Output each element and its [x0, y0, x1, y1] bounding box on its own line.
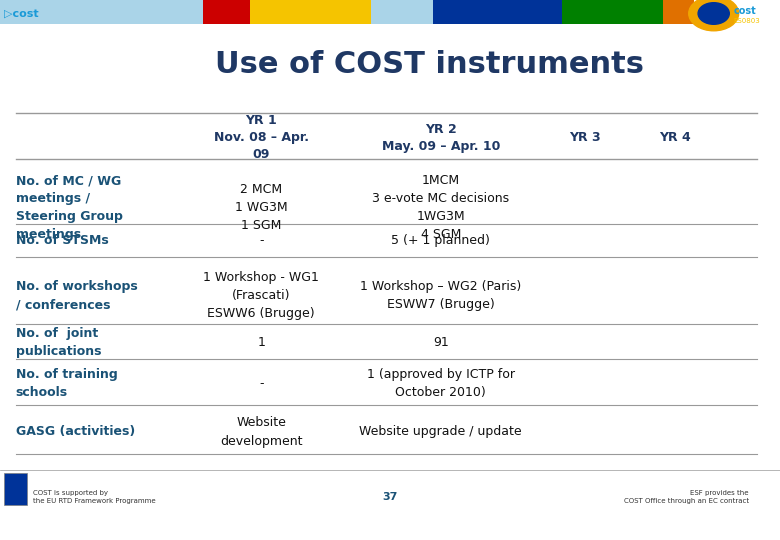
Text: Use of COST instruments: Use of COST instruments: [215, 50, 644, 79]
Text: 2 MCM
1 WG3M
1 SGM: 2 MCM 1 WG3M 1 SGM: [235, 184, 288, 232]
Text: 1 Workshop - WG1
(Frascati)
ESWW6 (Brugge): 1 Workshop - WG1 (Frascati) ESWW6 (Brugg…: [204, 272, 319, 320]
Text: cost: cost: [733, 6, 756, 16]
Text: GASG (activities): GASG (activities): [16, 426, 135, 438]
Text: ESF provides the
COST Office through an EC contract: ESF provides the COST Office through an …: [624, 490, 749, 504]
Text: -: -: [259, 234, 264, 247]
Circle shape: [689, 0, 739, 31]
Bar: [370, 0, 433, 24]
Circle shape: [698, 3, 729, 24]
Text: 91: 91: [433, 336, 448, 349]
Text: No. of training
schools: No. of training schools: [16, 368, 117, 399]
Text: ES0803: ES0803: [733, 17, 760, 24]
Text: No. of STSMs: No. of STSMs: [16, 234, 108, 247]
Text: 1 Workshop – WG2 (Paris)
ESWW7 (Brugge): 1 Workshop – WG2 (Paris) ESWW7 (Brugge): [360, 280, 521, 312]
Text: 1 (approved by ICTP for
October 2010): 1 (approved by ICTP for October 2010): [367, 368, 515, 399]
Text: 5 (+ 1 planned): 5 (+ 1 planned): [392, 234, 490, 247]
Text: YR 1
Nov. 08 – Apr.
09: YR 1 Nov. 08 – Apr. 09: [214, 114, 309, 161]
Text: No. of MC / WG
meetings /
Steering Group
meetings: No. of MC / WG meetings / Steering Group…: [16, 174, 122, 241]
Bar: [562, 0, 663, 24]
Bar: [433, 0, 562, 24]
Text: 1MCM
3 e-vote MC decisions
1WG3M
4 SGM: 1MCM 3 e-vote MC decisions 1WG3M 4 SGM: [372, 174, 509, 241]
Bar: [4, 472, 27, 505]
Bar: [0, 0, 203, 24]
Bar: [203, 0, 250, 24]
Text: No. of  joint
publications: No. of joint publications: [16, 327, 101, 359]
Text: Website upgrade / update: Website upgrade / update: [360, 426, 522, 438]
Text: COST is supported by
the EU RTD Framework Programme: COST is supported by the EU RTD Framewor…: [33, 490, 155, 504]
Text: YR 3: YR 3: [569, 131, 601, 144]
Text: YR 4: YR 4: [659, 131, 690, 144]
Text: No. of workshops
/ conferences: No. of workshops / conferences: [16, 280, 137, 312]
Text: YR 2
May. 09 – Apr. 10: YR 2 May. 09 – Apr. 10: [381, 123, 500, 153]
Text: Website
development: Website development: [220, 416, 303, 448]
Text: ▷cost: ▷cost: [4, 9, 38, 18]
Text: 1: 1: [257, 336, 265, 349]
Text: 37: 37: [382, 492, 398, 502]
Bar: [250, 0, 370, 24]
Text: -: -: [259, 377, 264, 390]
Bar: [663, 0, 694, 24]
